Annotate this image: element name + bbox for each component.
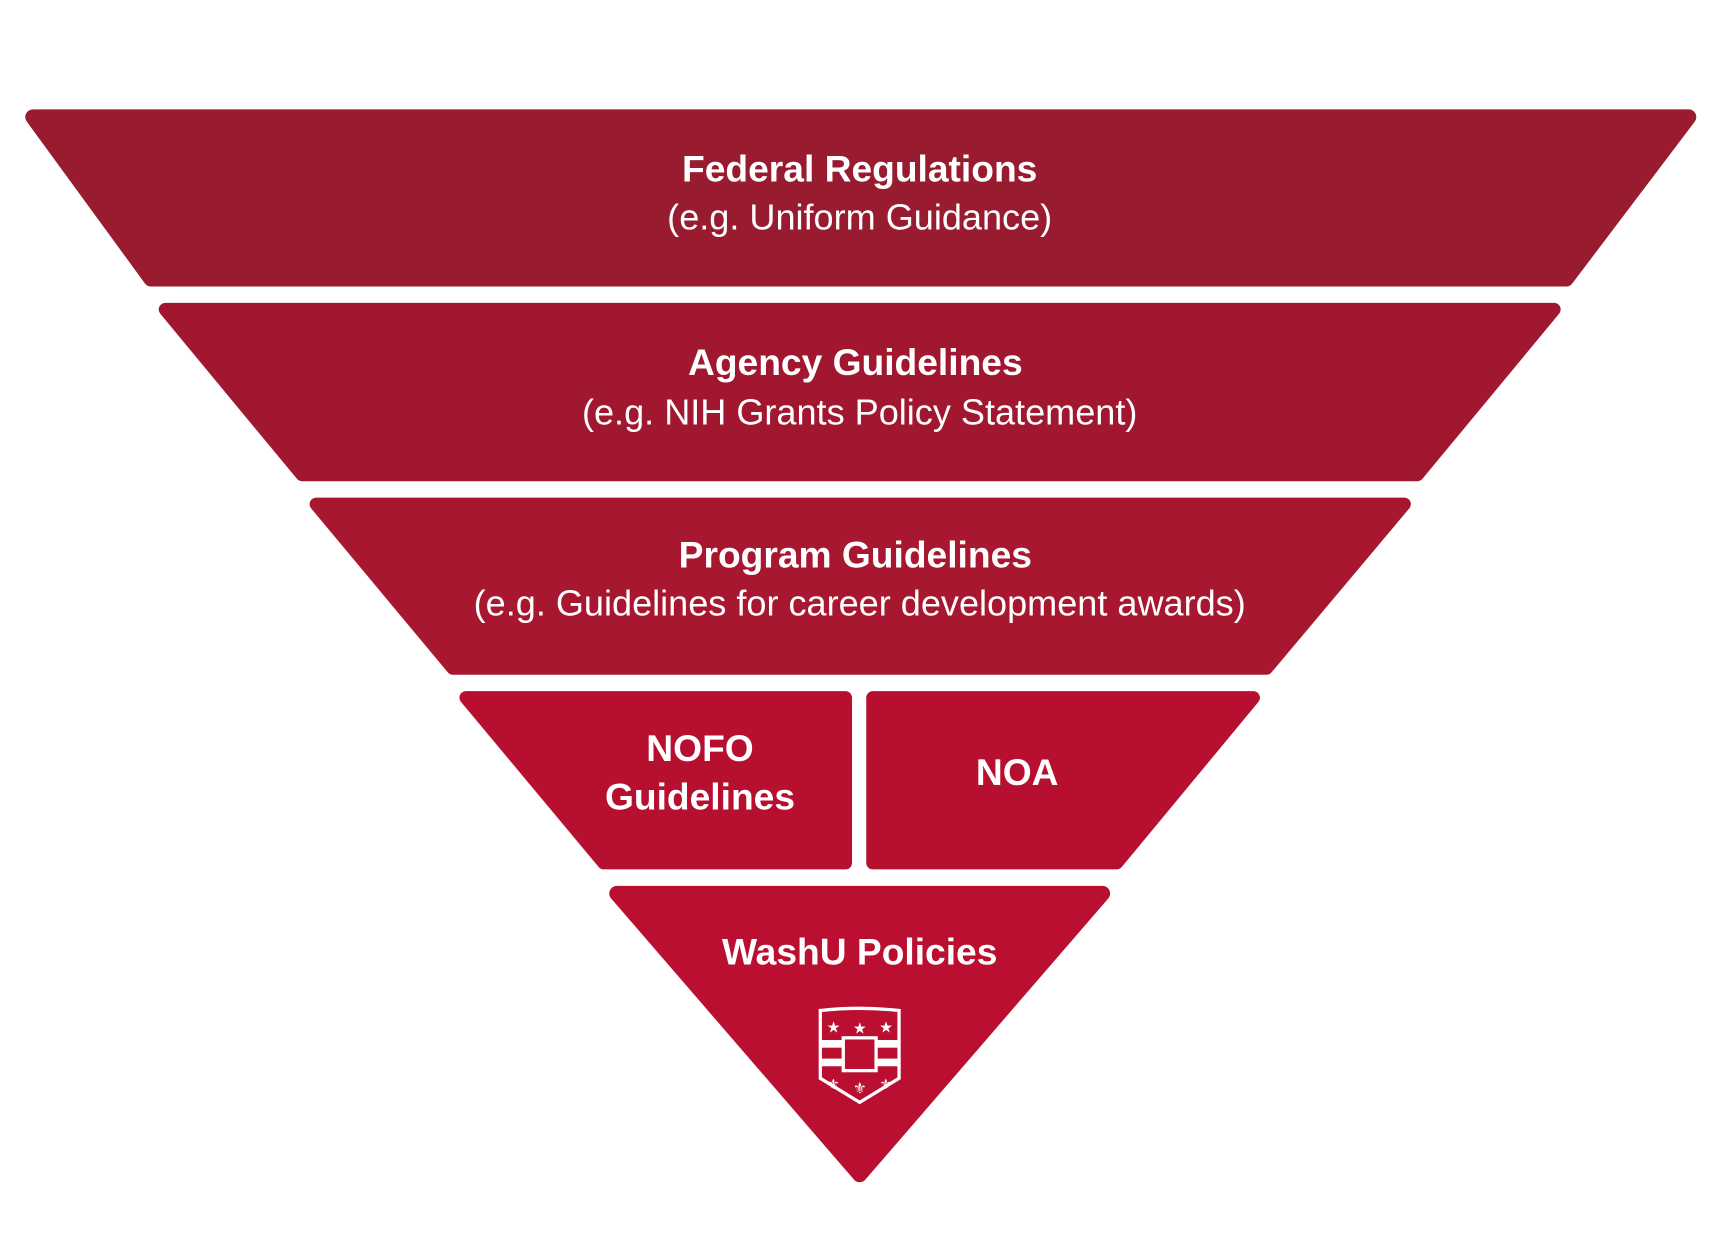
level-2-subtitle: (e.g. NIH Grants Policy Statement) (582, 391, 1137, 432)
level-3-title: Program Guidelines (679, 534, 1032, 576)
band-3 (309, 497, 1411, 675)
level-nofo-noa: NOFO Guidelines NOA (459, 691, 1260, 870)
band-5 (609, 885, 1111, 1183)
level-2-title: Agency Guidelines (688, 341, 1023, 383)
noa-title: NOA (976, 751, 1059, 793)
svg-text:★: ★ (879, 1019, 893, 1036)
level-5-title: WashU Policies (722, 931, 997, 973)
band-2 (158, 302, 1561, 482)
svg-text:★: ★ (853, 1020, 867, 1037)
nofo-line-2: Guidelines (605, 775, 795, 817)
washu-shield-icon: ★ ★ ★ ⚜ ⚜ ⚜ (818, 1006, 901, 1105)
level-1-title: Federal Regulations (682, 148, 1037, 190)
svg-text:★: ★ (827, 1019, 841, 1036)
band-4-right (866, 691, 1260, 870)
svg-text:⚜: ⚜ (880, 1077, 893, 1093)
level-agency-guidelines: Agency Guidelines (e.g. NIH Grants Polic… (158, 302, 1561, 482)
nofo-line-1: NOFO (646, 727, 753, 769)
level-program-guidelines: Program Guidelines (e.g. Guidelines for … (309, 497, 1411, 675)
level-1-subtitle: (e.g. Uniform Guidance) (667, 197, 1052, 238)
svg-text:⚜: ⚜ (827, 1077, 840, 1093)
level-federal-regulations: Federal Regulations (e.g. Uniform Guidan… (25, 109, 1697, 287)
level-3-subtitle: (e.g. Guidelines for career development … (474, 583, 1246, 624)
level-washu-policies: WashU Policies ★ ★ ★ ⚜ ⚜ ⚜ (609, 885, 1111, 1183)
band-4-left (459, 691, 853, 870)
band-1 (25, 109, 1697, 287)
svg-text:⚜: ⚜ (853, 1081, 867, 1098)
